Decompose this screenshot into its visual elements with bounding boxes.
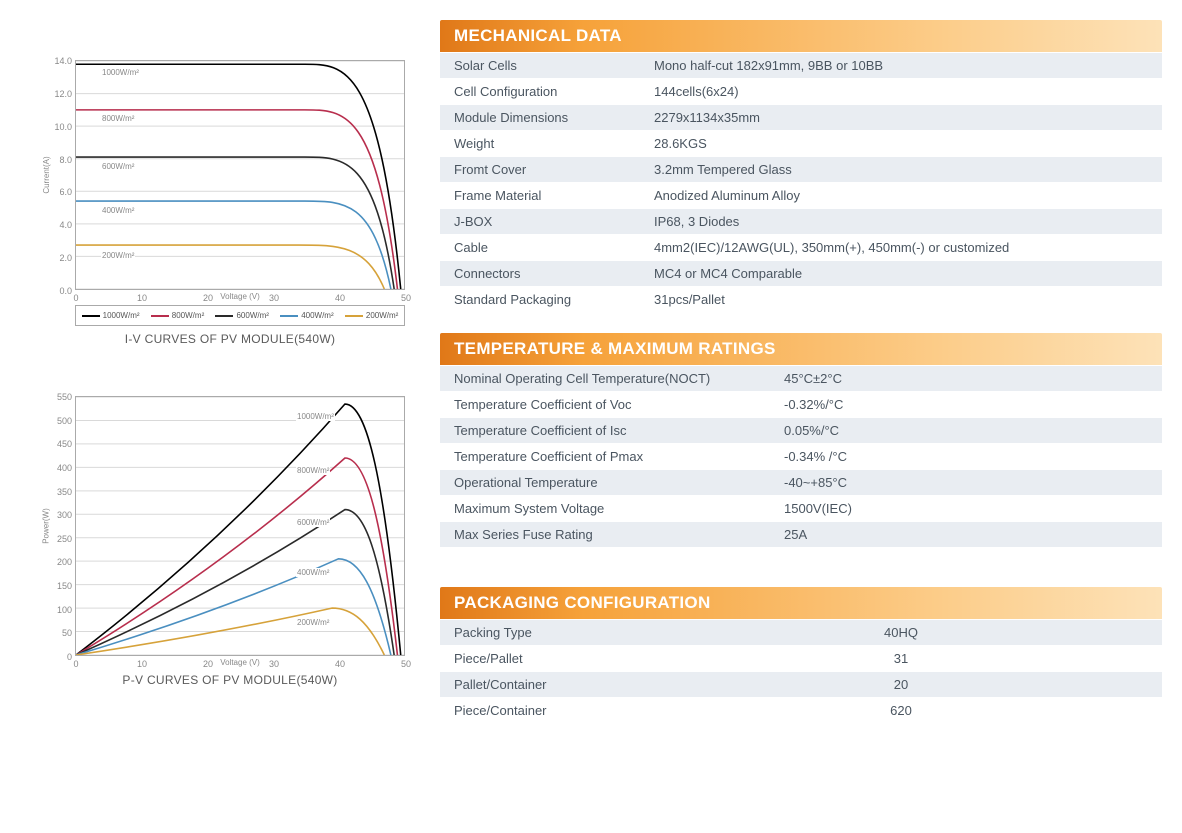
temperature-header: TEMPERATURE & MAXIMUM RATINGS	[440, 333, 1162, 365]
row-value: MC4 or MC4 Comparable	[640, 261, 1162, 287]
packaging-header: PACKAGING CONFIGURATION	[440, 587, 1162, 619]
row-value: 20	[640, 672, 1162, 698]
table-row: Module Dimensions2279x1134x35mm	[440, 105, 1162, 131]
row-label: Temperature Coefficient of Voc	[440, 391, 770, 417]
legend-item: 600W/m²	[215, 311, 268, 320]
row-label: Temperature Coefficient of Pmax	[440, 443, 770, 469]
row-value: 144cells(6x24)	[640, 79, 1162, 105]
packaging-section: PACKAGING CONFIGURATION Packing Type40HQ…	[440, 587, 1162, 724]
row-value: 4mm2(IEC)/12AWG(UL), 350mm(+), 450mm(-) …	[640, 235, 1162, 261]
temperature-section: TEMPERATURE & MAXIMUM RATINGS Nominal Op…	[440, 333, 1162, 548]
pv-caption: P-V CURVES OF PV MODULE(540W)	[50, 673, 410, 687]
row-value: 0.05%/°C	[770, 417, 1162, 443]
table-row: Operational Temperature-40~+85°C	[440, 469, 1162, 495]
table-row: Temperature Coefficient of Voc-0.32%/°C	[440, 391, 1162, 417]
row-label: Maximum System Voltage	[440, 495, 770, 521]
legend-item: 800W/m²	[151, 311, 204, 320]
table-row: Cable4mm2(IEC)/12AWG(UL), 350mm(+), 450m…	[440, 235, 1162, 261]
table-row: Maximum System Voltage1500V(IEC)	[440, 495, 1162, 521]
table-row: Pallet/Container20	[440, 672, 1162, 698]
row-label: Cable	[440, 235, 640, 261]
row-value: -0.34% /°C	[770, 443, 1162, 469]
table-row: Frame MaterialAnodized Aluminum Alloy	[440, 183, 1162, 209]
row-label: Pallet/Container	[440, 672, 640, 698]
table-row: Temperature Coefficient of Pmax-0.34% /°…	[440, 443, 1162, 469]
row-label: J-BOX	[440, 209, 640, 235]
row-value: 31pcs/Pallet	[640, 287, 1162, 313]
row-label: Nominal Operating Cell Temperature(NOCT)	[440, 365, 770, 391]
mechanical-section: MECHANICAL DATA Solar CellsMono half-cut…	[440, 20, 1162, 313]
pv-ylabel: Power(W)	[41, 508, 50, 544]
row-label: Max Series Fuse Rating	[440, 521, 770, 547]
row-value: 620	[640, 698, 1162, 724]
table-row: Piece/Container620	[440, 698, 1162, 724]
row-label: Frame Material	[440, 183, 640, 209]
table-row: Fromt Cover3.2mm Tempered Glass	[440, 157, 1162, 183]
row-value: Mono half-cut 182x91mm, 9BB or 10BB	[640, 53, 1162, 79]
row-value: 3.2mm Tempered Glass	[640, 157, 1162, 183]
row-value: 40HQ	[640, 620, 1162, 646]
row-value: IP68, 3 Diodes	[640, 209, 1162, 235]
table-row: Piece/Pallet31	[440, 646, 1162, 672]
row-label: Packing Type	[440, 620, 640, 646]
row-value: 31	[640, 646, 1162, 672]
row-value: 1500V(IEC)	[770, 495, 1162, 521]
mechanical-table: Solar CellsMono half-cut 182x91mm, 9BB o…	[440, 52, 1162, 313]
pv-xlabel: Voltage (V)	[75, 658, 405, 667]
row-label: Operational Temperature	[440, 469, 770, 495]
mechanical-header: MECHANICAL DATA	[440, 20, 1162, 52]
legend-item: 200W/m²	[345, 311, 398, 320]
row-label: Piece/Pallet	[440, 646, 640, 672]
table-row: Temperature Coefficient of Isc0.05%/°C	[440, 417, 1162, 443]
row-value: -0.32%/°C	[770, 391, 1162, 417]
pv-chart: 0501001502002503003504004505005500102030…	[75, 396, 405, 656]
iv-chart-block: Current(A) 0.02.04.06.08.010.012.014.001…	[50, 60, 410, 346]
packaging-table: Packing Type40HQPiece/Pallet31Pallet/Con…	[440, 619, 1162, 724]
row-label: Connectors	[440, 261, 640, 287]
row-label: Piece/Container	[440, 698, 640, 724]
table-row: Packing Type40HQ	[440, 620, 1162, 646]
row-value: -40~+85°C	[770, 469, 1162, 495]
temperature-table: Nominal Operating Cell Temperature(NOCT)…	[440, 365, 1162, 548]
table-row: Max Series Fuse Rating25A	[440, 521, 1162, 547]
table-row: Nominal Operating Cell Temperature(NOCT)…	[440, 365, 1162, 391]
iv-ylabel: Current(A)	[42, 156, 51, 193]
table-row: Cell Configuration144cells(6x24)	[440, 79, 1162, 105]
row-value: 25A	[770, 521, 1162, 547]
row-label: Temperature Coefficient of Isc	[440, 417, 770, 443]
row-label: Fromt Cover	[440, 157, 640, 183]
legend-item: 1000W/m²	[82, 311, 140, 320]
iv-legend: 1000W/m² 800W/m² 600W/m² 400W/m² 200W/m²	[75, 305, 405, 326]
legend-item: 400W/m²	[280, 311, 333, 320]
row-value: 2279x1134x35mm	[640, 105, 1162, 131]
table-row: J-BOXIP68, 3 Diodes	[440, 209, 1162, 235]
pv-chart-block: Power(W) 0501001502002503003504004505005…	[50, 396, 410, 687]
row-label: Solar Cells	[440, 53, 640, 79]
row-label: Standard Packaging	[440, 287, 640, 313]
table-row: ConnectorsMC4 or MC4 Comparable	[440, 261, 1162, 287]
row-value: 28.6KGS	[640, 131, 1162, 157]
row-label: Weight	[440, 131, 640, 157]
row-value: Anodized Aluminum Alloy	[640, 183, 1162, 209]
row-label: Cell Configuration	[440, 79, 640, 105]
row-label: Module Dimensions	[440, 105, 640, 131]
table-row: Standard Packaging31pcs/Pallet	[440, 287, 1162, 313]
table-row: Weight28.6KGS	[440, 131, 1162, 157]
table-row: Solar CellsMono half-cut 182x91mm, 9BB o…	[440, 53, 1162, 79]
iv-chart: 0.02.04.06.08.010.012.014.00102030405010…	[75, 60, 405, 290]
row-value: 45°C±2°C	[770, 365, 1162, 391]
iv-xlabel: Voltage (V)	[75, 292, 405, 301]
page-layout: Current(A) 0.02.04.06.08.010.012.014.001…	[50, 20, 1162, 744]
tables-column: MECHANICAL DATA Solar CellsMono half-cut…	[440, 20, 1162, 744]
charts-column: Current(A) 0.02.04.06.08.010.012.014.001…	[50, 20, 410, 744]
iv-caption: I-V CURVES OF PV MODULE(540W)	[50, 332, 410, 346]
